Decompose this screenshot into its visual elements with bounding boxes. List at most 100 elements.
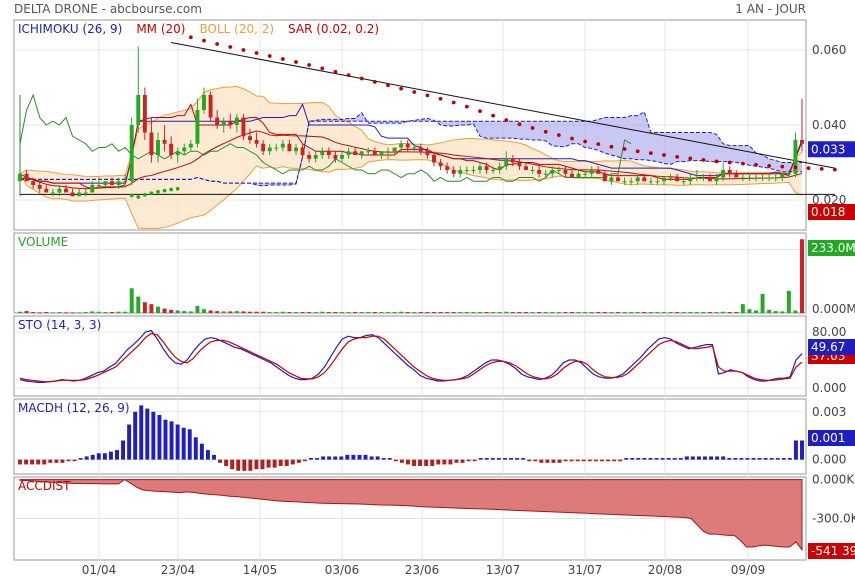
- candle-body: [64, 188, 68, 193]
- candle-body: [195, 110, 200, 144]
- macdh-bar: [115, 450, 119, 460]
- volume-bar: [570, 312, 574, 314]
- volume-bar: [57, 312, 62, 314]
- candle-body: [149, 132, 154, 155]
- macdh-bar: [48, 459, 53, 463]
- candle-body: [675, 177, 680, 182]
- macdh-bar: [612, 459, 617, 462]
- sar-dot: [333, 69, 338, 74]
- frame-sto: [13, 315, 807, 397]
- macdh-bar: [108, 451, 113, 460]
- candle-body: [77, 192, 82, 197]
- macdh-bar: [539, 459, 544, 463]
- sar-dot: [662, 153, 666, 157]
- volume-bar: [234, 311, 239, 313]
- volume-bar: [648, 312, 653, 314]
- macdh-bar: [624, 458, 629, 460]
- sar-dot: [832, 167, 837, 172]
- candle-body: [714, 177, 719, 182]
- candle-body: [254, 140, 259, 144]
- volume-bar: [379, 312, 384, 314]
- macdh-bar: [672, 458, 677, 460]
- volume-bar: [18, 311, 22, 313]
- sar-dot: [307, 63, 312, 67]
- volume-bar: [747, 309, 752, 313]
- sar-dot: [806, 166, 811, 171]
- period-label[interactable]: 1 AN - JOUR: [735, 2, 806, 16]
- candle-body: [563, 170, 568, 174]
- macdh-bar: [502, 458, 507, 460]
- macdh-bar: [436, 459, 441, 465]
- volume-bar: [241, 311, 246, 313]
- candle-body: [37, 185, 42, 189]
- legend-sto-0: STO (14, 3, 3): [18, 318, 101, 332]
- macdh-bar: [618, 459, 623, 462]
- sar-dot: [294, 60, 298, 64]
- macdh-bar: [218, 459, 223, 463]
- candle-body: [386, 151, 390, 153]
- volume-bar: [537, 312, 542, 314]
- macdh-bar: [472, 459, 477, 462]
- volume-bar: [635, 312, 640, 314]
- macdh-bar: [84, 456, 89, 460]
- macdh-bar: [278, 459, 283, 467]
- macdh-bar: [793, 440, 798, 460]
- macdh-bar: [606, 459, 610, 462]
- sar-dot: [688, 156, 693, 161]
- macdh-bar: [72, 459, 77, 462]
- candle-body: [773, 177, 778, 179]
- macdh-bar: [757, 458, 762, 460]
- candle-body: [202, 95, 206, 110]
- candle-body: [412, 147, 417, 149]
- volume-bar: [221, 311, 226, 313]
- macdh-bar: [593, 459, 598, 462]
- macdh-bar: [424, 459, 429, 467]
- legend-price-0: ICHIMOKU (26, 9): [18, 22, 122, 36]
- candle-body: [366, 151, 371, 153]
- macdh-bar: [751, 458, 756, 460]
- volume-bar: [425, 312, 430, 314]
- volume-bar: [681, 312, 686, 314]
- macdh-bar: [78, 458, 83, 460]
- macdh-bar: [339, 456, 344, 460]
- macdh-bar: [133, 411, 138, 460]
- candle-body: [655, 181, 660, 183]
- volume-bar: [142, 302, 147, 313]
- macdh-bar: [54, 459, 59, 463]
- candle-body: [392, 147, 397, 152]
- volume-bar: [182, 311, 187, 313]
- x-tick-label: 23/06: [405, 563, 440, 577]
- candle-body: [333, 155, 338, 159]
- candle-body: [786, 173, 791, 175]
- frame-macdh: [13, 398, 807, 475]
- volume-bar: [64, 312, 68, 314]
- candle-body: [609, 177, 614, 182]
- macdh-bar: [781, 458, 786, 460]
- sar-dot: [504, 118, 509, 123]
- volume-bar: [175, 310, 180, 313]
- candle-body: [142, 95, 147, 133]
- volume-bar: [767, 309, 772, 313]
- candle-body: [300, 147, 305, 155]
- candle-body: [740, 177, 745, 179]
- macdh-bar: [357, 454, 362, 460]
- candle-body: [478, 166, 482, 170]
- volume-bar: [609, 312, 614, 314]
- legend-price-3: SAR (0.02, 0.2): [288, 22, 379, 36]
- volume-bar: [530, 312, 535, 314]
- macdh-bar: [763, 458, 768, 460]
- macdh-bar: [309, 458, 313, 460]
- volume-bar: [655, 312, 660, 314]
- sto-k-badge: [808, 339, 855, 355]
- candle-body: [602, 173, 607, 182]
- candle-body: [701, 177, 706, 179]
- macdh-bar: [636, 458, 641, 460]
- volume-bar: [248, 311, 252, 313]
- macdh-bar: [490, 458, 495, 460]
- macdh-bar: [181, 427, 186, 460]
- macdh-bar: [333, 456, 338, 460]
- volume-bar: [44, 312, 49, 314]
- macdh-bar: [393, 459, 398, 462]
- macdh-bar: [642, 458, 647, 460]
